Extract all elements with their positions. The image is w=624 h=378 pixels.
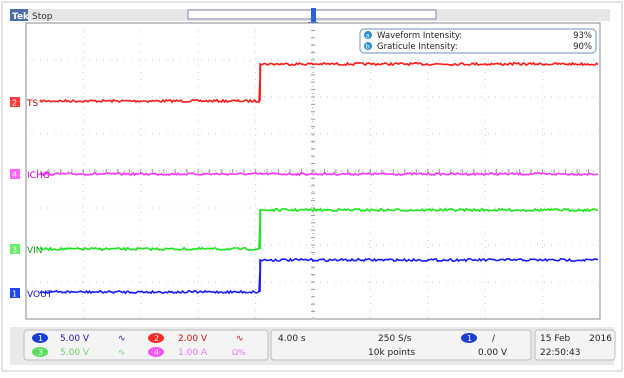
channel-marker-ch3[interactable]: 3 VIN xyxy=(10,244,43,256)
ch4-bandwidth-flag: Ω% xyxy=(232,348,246,357)
channel-marker-ch4[interactable]: 4 ICHG xyxy=(10,169,50,181)
waveform-ch2-ts xyxy=(39,61,599,104)
ch3-marker-number: 3 xyxy=(12,246,17,255)
ch3-coupling-icon: ∿ xyxy=(118,348,126,358)
ch3-marker-icon[interactable] xyxy=(10,244,20,254)
waveform-ch3-vin xyxy=(39,207,599,252)
timebase-value: 4.00 s xyxy=(278,334,306,344)
ch4-scale-value: 1.00 A xyxy=(178,348,208,358)
ch2-scale-badge: 2 xyxy=(154,334,159,343)
brand-logo-text: Tek xyxy=(12,12,30,22)
ch1-marker-number: 1 xyxy=(12,290,17,299)
run-state-label: Stop xyxy=(32,12,53,22)
ch4-marker-icon[interactable] xyxy=(10,169,20,179)
waveform-intensity-label: Waveform Intensity: xyxy=(377,31,462,41)
waveform-intensity-knob-icon xyxy=(364,31,372,39)
ch2-marker-number: 2 xyxy=(12,99,17,108)
trigger-level-value: 0.00 V xyxy=(478,348,508,358)
ch1-scale-badge-icon[interactable] xyxy=(32,333,48,343)
sample-rate-value: 250 S/s xyxy=(378,334,412,344)
ch4-marker-number: 4 xyxy=(12,171,17,180)
waveform-ch4-ichg xyxy=(40,171,599,177)
time-value: 22:50:43 xyxy=(540,348,580,358)
channel-scale-box xyxy=(23,329,269,361)
ch2-coupling-icon: ∿ xyxy=(236,334,244,344)
graticule-grid xyxy=(25,22,601,320)
intensity-panel: a Waveform Intensity: 93% b Graticule In… xyxy=(359,28,597,54)
brand-logo xyxy=(10,9,28,21)
ch1-label: VOUT xyxy=(27,290,53,300)
waveform-intensity-value: 93% xyxy=(573,31,592,41)
channel-scale-readouts[interactable]: 1 5.00 V ∿ 2 2.00 V ∿ 3 5.00 V ∿ 4 1.00 … xyxy=(23,329,269,361)
ch1-scale-value: 5.00 V xyxy=(60,334,90,344)
ch4-scale-badge: 4 xyxy=(154,348,159,357)
record-overview-trigger-marker[interactable] xyxy=(311,8,316,22)
ch3-scale-badge-icon[interactable] xyxy=(32,347,48,357)
ch4-scale-badge-icon[interactable] xyxy=(148,347,164,357)
graticule-intensity-value: 90% xyxy=(573,42,592,52)
ch1-marker-icon[interactable] xyxy=(10,288,20,298)
ch2-label: TS xyxy=(26,99,38,109)
ch3-scale-badge: 3 xyxy=(38,348,43,357)
record-length-value: 10k points xyxy=(368,348,415,358)
ch2-scale-badge-icon[interactable] xyxy=(148,333,164,343)
trigger-slope-icon: / xyxy=(492,334,496,344)
datetime-readout: 15 Feb 2016 22:50:43 xyxy=(534,329,616,361)
date-value: 15 Feb xyxy=(540,334,571,344)
channel-marker-ch2[interactable]: 2 TS xyxy=(10,97,38,109)
waveform-intensity-badge: a xyxy=(366,32,370,40)
channel-marker-ch1[interactable]: 1 VOUT xyxy=(10,288,53,300)
datetime-box xyxy=(534,329,616,361)
waveforms xyxy=(39,61,599,295)
ch1-coupling-icon: ∿ xyxy=(118,334,126,344)
graticule-intensity-badge: b xyxy=(366,43,370,51)
graticule-intensity-label: Graticule Intensity: xyxy=(377,42,458,52)
trigger-source-badge: 1 xyxy=(467,334,472,343)
intensity-panel-box xyxy=(359,28,597,54)
ch3-label: VIN xyxy=(27,246,43,256)
year-value: 2016 xyxy=(589,334,612,344)
ch4-label: ICHG xyxy=(27,171,50,181)
ch1-scale-badge: 1 xyxy=(38,334,43,343)
ch2-scale-value: 2.00 V xyxy=(178,334,208,344)
ch3-scale-value: 5.00 V xyxy=(60,348,90,358)
graticule-intensity-knob-icon xyxy=(364,42,372,50)
horizontal-readout[interactable]: 4.00 s 250 S/s 10k points 1 / 0.00 V xyxy=(270,329,532,361)
waveform-ch1-vout xyxy=(39,257,599,295)
trigger-source-badge-icon[interactable] xyxy=(461,333,477,343)
ch2-marker-icon[interactable] xyxy=(10,97,20,107)
